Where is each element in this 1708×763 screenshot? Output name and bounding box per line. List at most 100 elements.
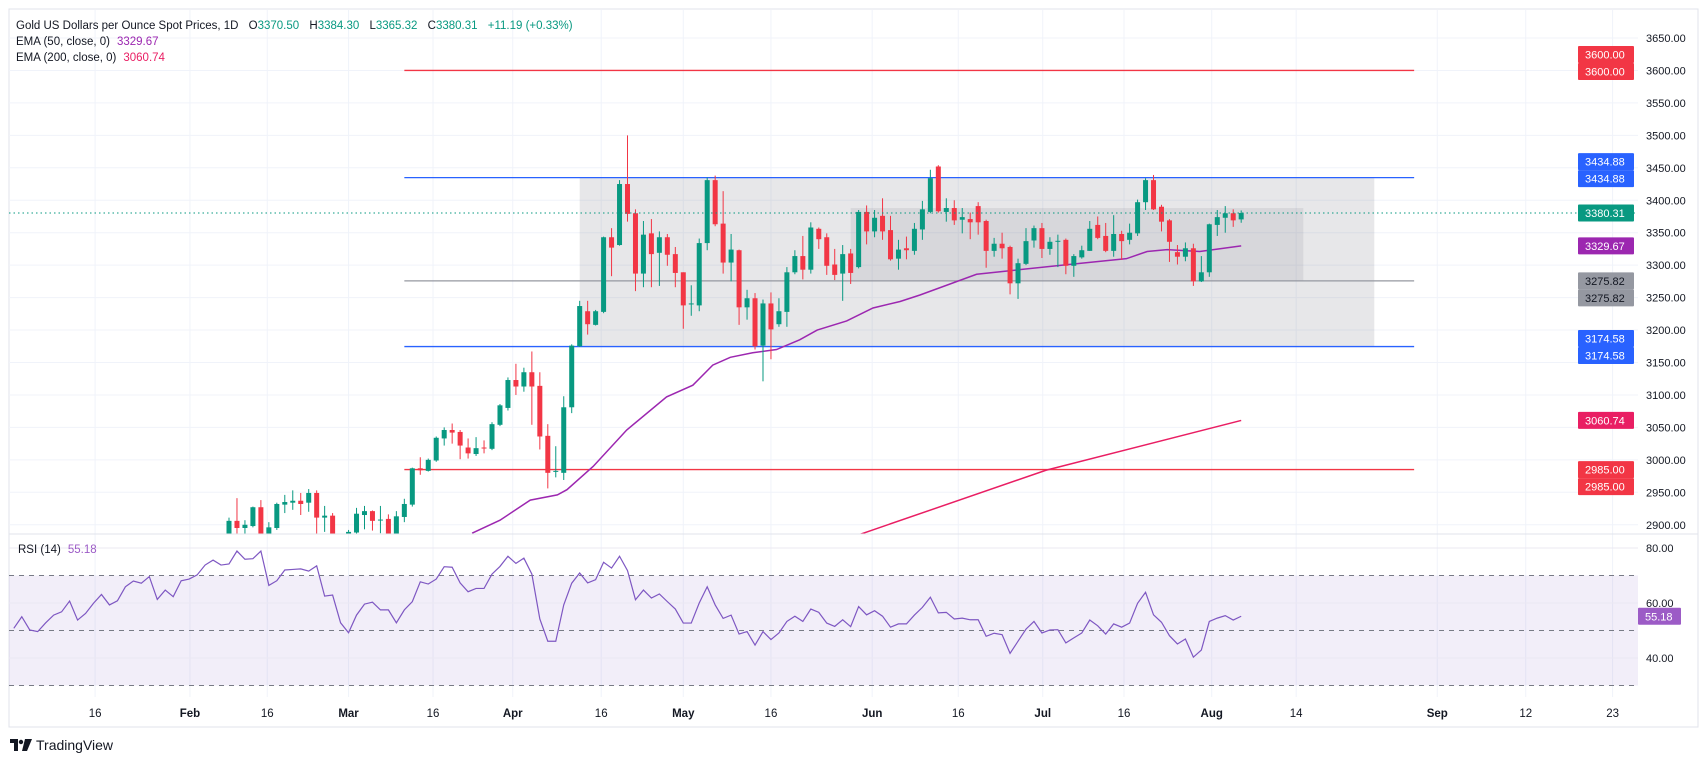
candle[interactable]: [927, 169, 933, 214]
candle[interactable]: [258, 500, 264, 541]
range-box[interactable]: [850, 208, 1304, 281]
candle[interactable]: [696, 238, 702, 312]
tradingview-logo[interactable]: TradingView: [10, 737, 113, 753]
candle[interactable]: [1135, 199, 1141, 236]
candle[interactable]: [282, 494, 288, 514]
candle[interactable]: [919, 200, 925, 240]
candle[interactable]: [385, 514, 391, 544]
ema200-line[interactable]: [843, 419, 1242, 540]
candle[interactable]: [513, 363, 519, 395]
candle[interactable]: [290, 490, 296, 510]
candle[interactable]: [314, 490, 320, 537]
rsi-pane[interactable]: [9, 547, 1638, 686]
candle[interactable]: [529, 351, 535, 425]
candle[interactable]: [744, 289, 750, 320]
candle[interactable]: [1198, 256, 1204, 283]
ema200-legend[interactable]: EMA (200, close, 0) 3060.74: [16, 51, 165, 65]
candle[interactable]: [752, 293, 758, 350]
candle[interactable]: [728, 233, 734, 282]
candle[interactable]: [617, 180, 623, 246]
rsi-line[interactable]: [13, 549, 1242, 659]
candle[interactable]: [1071, 254, 1077, 277]
candle[interactable]: [250, 506, 256, 528]
candle[interactable]: [784, 267, 790, 327]
candle[interactable]: [1158, 204, 1164, 232]
candle[interactable]: [1039, 222, 1045, 259]
candle[interactable]: [377, 505, 383, 534]
time-axis[interactable]: 16 Feb 16 Mar 16 Apr 16 May 16 Jun 16 Jul 16 Aug 14 Sep…: [89, 708, 1619, 720]
candle[interactable]: [856, 209, 862, 269]
candle[interactable]: [840, 245, 846, 301]
candle[interactable]: [1023, 228, 1029, 266]
candle[interactable]: [999, 232, 1005, 259]
candle[interactable]: [736, 249, 742, 325]
candle[interactable]: [1190, 243, 1196, 286]
candle[interactable]: [632, 209, 638, 292]
candle[interactable]: [433, 436, 439, 462]
candle[interactable]: [640, 221, 646, 288]
candle[interactable]: [1063, 238, 1069, 275]
candle[interactable]: [609, 228, 615, 277]
candle[interactable]: [943, 198, 949, 222]
candle[interactable]: [330, 513, 336, 551]
candle[interactable]: [409, 467, 415, 507]
candle[interactable]: [959, 208, 965, 234]
candle[interactable]: [672, 246, 678, 288]
candle[interactable]: [680, 272, 686, 329]
candle[interactable]: [489, 422, 495, 451]
candle[interactable]: [1055, 234, 1061, 268]
candle[interactable]: [1031, 225, 1037, 248]
candle[interactable]: [401, 498, 407, 523]
candle[interactable]: [1230, 209, 1236, 227]
candle[interactable]: [816, 227, 822, 249]
candle[interactable]: [983, 219, 989, 268]
candle[interactable]: [967, 212, 973, 240]
candle[interactable]: [903, 236, 909, 260]
candle[interactable]: [1119, 230, 1125, 260]
candle[interactable]: [322, 505, 328, 532]
candle[interactable]: [449, 423, 455, 444]
candle[interactable]: [298, 492, 304, 516]
candle[interactable]: [1151, 174, 1157, 210]
range-box[interactable]: [579, 177, 1375, 347]
candle[interactable]: [1103, 222, 1109, 253]
candle[interactable]: [824, 233, 830, 275]
candle[interactable]: [473, 437, 479, 456]
candle[interactable]: [1127, 223, 1133, 245]
candle[interactable]: [1238, 210, 1244, 223]
candle[interactable]: [1007, 245, 1013, 295]
candle[interactable]: [800, 235, 806, 280]
candle[interactable]: [1143, 178, 1149, 210]
candle[interactable]: [561, 396, 567, 480]
candle[interactable]: [625, 135, 630, 222]
candle[interactable]: [1222, 206, 1228, 233]
ema50-line[interactable]: [471, 245, 1242, 534]
price-pane[interactable]: [9, 69, 1638, 568]
candle[interactable]: [354, 507, 360, 534]
candle[interactable]: [664, 233, 670, 266]
candle[interactable]: [656, 231, 662, 286]
candle[interactable]: [481, 440, 487, 454]
candle[interactable]: [457, 429, 463, 460]
candle[interactable]: [601, 236, 607, 314]
candle[interactable]: [465, 438, 471, 459]
candle[interactable]: [991, 237, 997, 257]
candle[interactable]: [441, 427, 447, 446]
candle[interactable]: [760, 299, 766, 382]
candle[interactable]: [505, 377, 511, 411]
candle[interactable]: [306, 489, 312, 512]
symbol-legend[interactable]: Gold US Dollars per Ounce Spot Prices, 1…: [16, 19, 573, 33]
candle[interactable]: [720, 191, 726, 274]
candle[interactable]: [872, 209, 878, 238]
candle[interactable]: [911, 222, 917, 255]
candle[interactable]: [880, 198, 886, 240]
candle[interactable]: [832, 248, 838, 281]
candle[interactable]: [537, 372, 543, 450]
rsi-legend[interactable]: RSI (14) 55.18: [18, 543, 97, 557]
candle[interactable]: [569, 344, 575, 414]
candle[interactable]: [266, 522, 272, 544]
candle[interactable]: [521, 367, 527, 392]
candle[interactable]: [1079, 245, 1085, 259]
price-axis[interactable]: 3650.00 3600.00 3550.00 3500.00 3450.00 3400.…: [1646, 33, 1686, 665]
candle[interactable]: [226, 517, 232, 545]
